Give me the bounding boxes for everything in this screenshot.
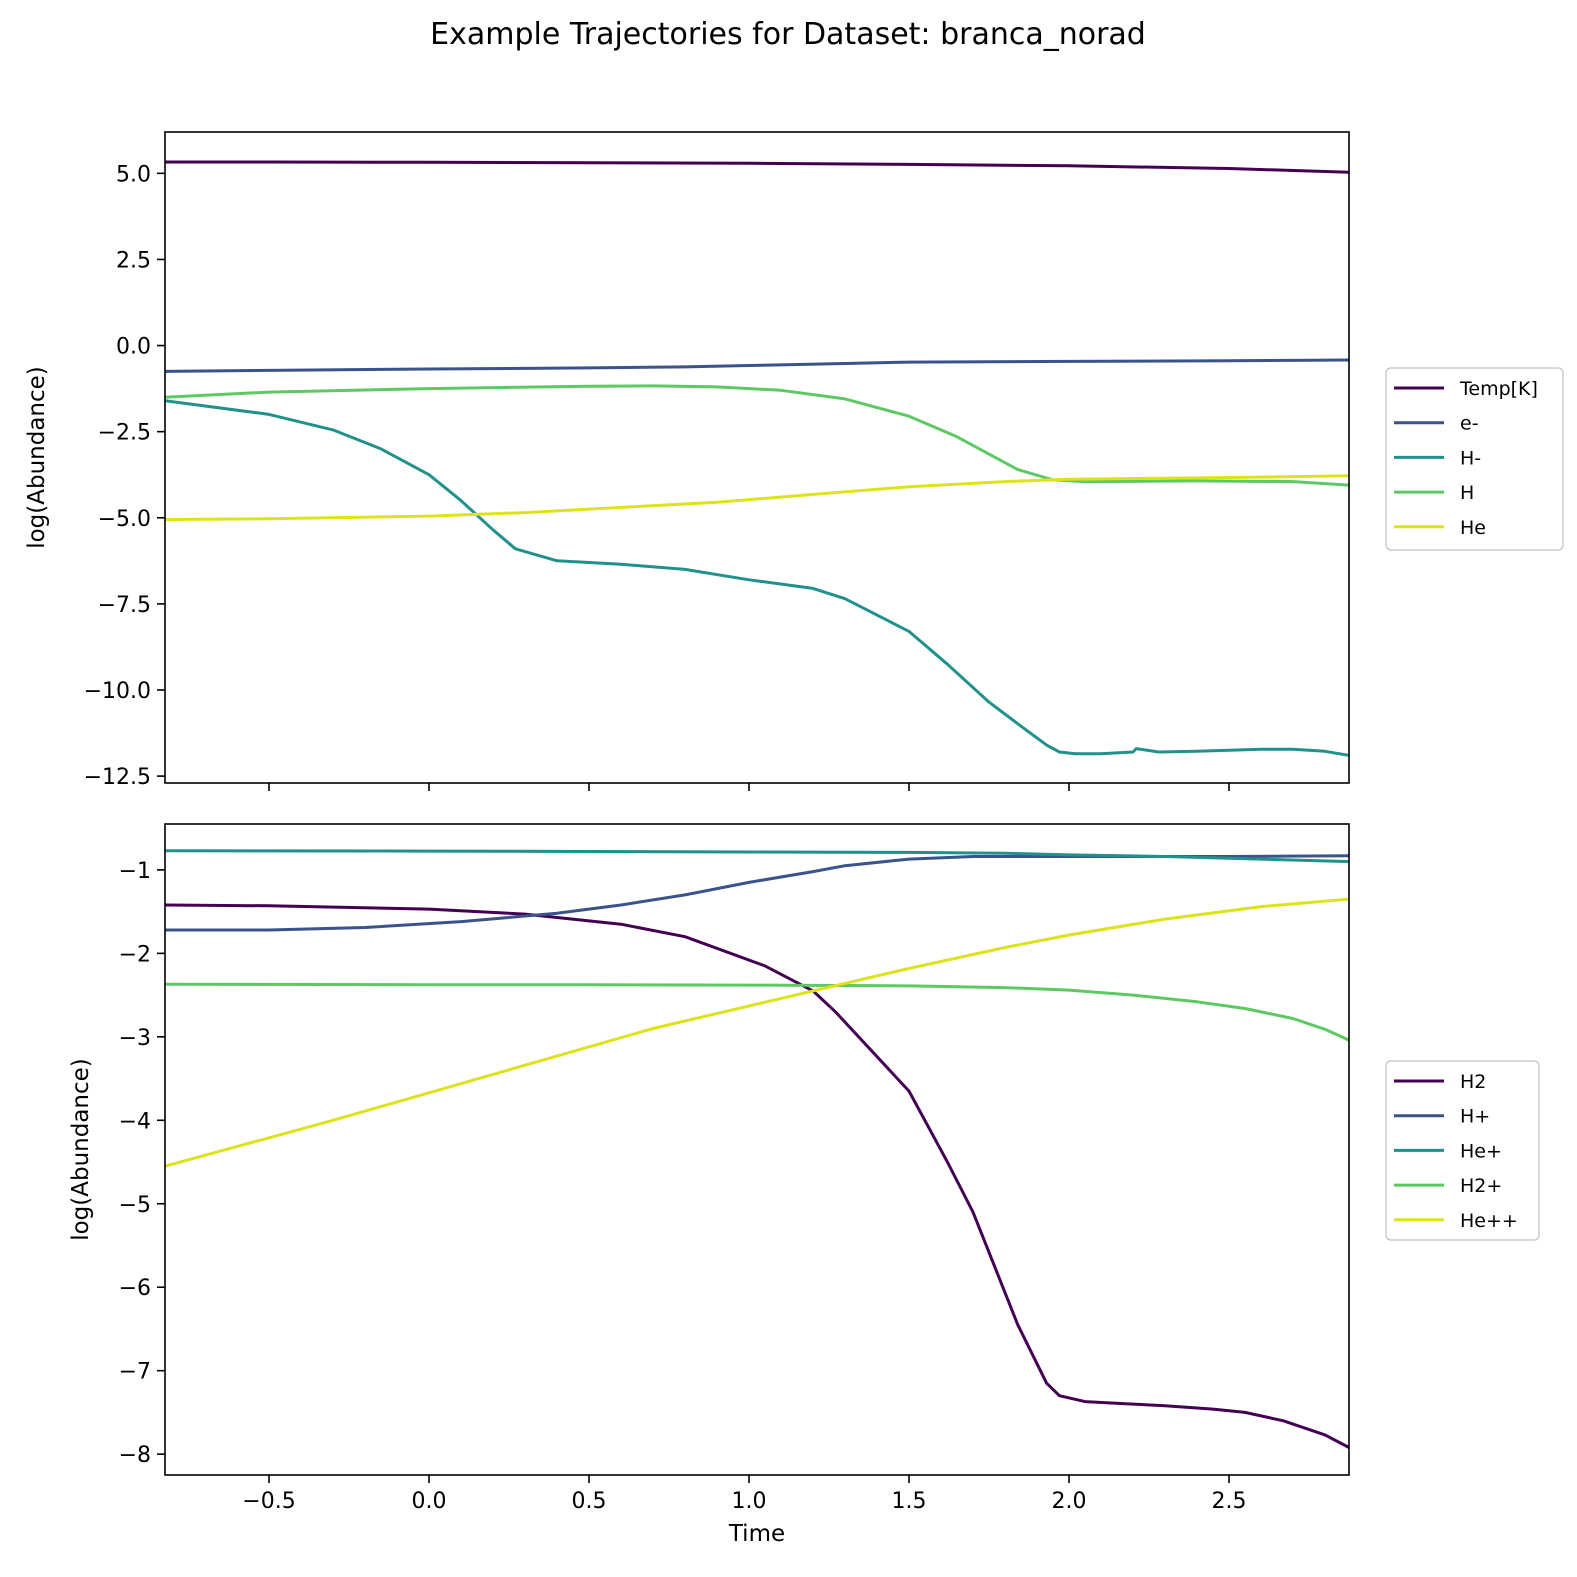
series-line-H <box>165 384 1349 487</box>
legend-label-He: He <box>1460 517 1486 539</box>
legend-label-H: H <box>1460 482 1474 504</box>
y-tick-label: −7 <box>119 1360 151 1385</box>
x-tick-label: 1.0 <box>732 1489 767 1514</box>
axes-frame <box>164 131 1350 784</box>
series-line-Temp[K] <box>165 160 1349 174</box>
y-tick-label: −2.5 <box>98 421 151 446</box>
series-line-H2 <box>165 903 1349 1450</box>
legend: H2 H+ He+ H2+ He++ <box>1385 1060 1540 1241</box>
legend-label-H2+: H2+ <box>1460 1175 1502 1197</box>
legend-label-Temp[K]: Temp[K] <box>1459 378 1538 400</box>
x-tick-label: −0.5 <box>242 1489 295 1514</box>
series-line-He <box>165 474 1349 522</box>
series-line-He+ <box>165 849 1349 864</box>
figure-title: Example Trajectories for Dataset: branca… <box>430 17 1146 52</box>
x-tick-label: 0.5 <box>572 1489 607 1514</box>
chart-panel-1: 5.0 2.5 0.0 −2.5 −5.0 −7.5 −10.0 −12.5 log(Abund… <box>24 131 1564 791</box>
legend: Temp[K] e- H- H He <box>1385 367 1564 551</box>
legend-label-He+: He+ <box>1460 1140 1502 1162</box>
y-tick-label: −4 <box>119 1109 151 1134</box>
x-tick-label: 2.5 <box>1212 1489 1247 1514</box>
series-line-H2+ <box>165 982 1349 1042</box>
x-tick-label: 2.0 <box>1052 1489 1087 1514</box>
y-tick-label: 5.0 <box>116 162 151 187</box>
x-tick-label: 1.5 <box>892 1489 927 1514</box>
y-axis-label: log(Abundance) <box>24 366 50 549</box>
y-tick-label: 2.5 <box>116 248 151 273</box>
chart-panel-2: −0.5 0.0 0.5 1.0 1.5 2.0 2.5 −1 −2 −3 −4 −5 −6 −7 −8 lo… <box>68 823 1540 1547</box>
series-line-e- <box>165 358 1349 373</box>
series-line-H+ <box>165 854 1349 932</box>
legend-label-He++: He++ <box>1460 1210 1518 1232</box>
legend-label-H+: H+ <box>1460 1106 1490 1128</box>
legend-box <box>1385 367 1564 551</box>
legend-box <box>1385 1060 1540 1241</box>
y-tick-label: −5 <box>119 1193 151 1218</box>
x-tick-label: 0.0 <box>412 1489 447 1514</box>
y-tick-label: −5.0 <box>98 507 151 532</box>
y-tick-label: −10.0 <box>84 679 151 704</box>
series-group <box>165 849 1349 1450</box>
y-tick-label: 0.0 <box>116 335 151 360</box>
y-tick-label: −7.5 <box>98 593 151 618</box>
y-tick-label: −2 <box>119 942 151 967</box>
y-tick-label: −3 <box>119 1026 151 1051</box>
legend-label-H2: H2 <box>1460 1071 1486 1093</box>
x-axis-label: Time <box>728 1521 785 1547</box>
y-tick-label: −1 <box>119 859 151 884</box>
series-line-He++ <box>165 897 1349 1168</box>
series-line-H- <box>165 399 1349 757</box>
y-axis-label: log(Abundance) <box>68 1058 94 1241</box>
y-tick-label: −8 <box>119 1443 151 1468</box>
series-group <box>165 160 1349 757</box>
legend-label-H-: H- <box>1460 447 1481 469</box>
chart-panels: 5.02.50.0−2.5−5.0−7.5−10.0−12.5log(Abund… <box>24 131 1564 1547</box>
legend-label-e-: e- <box>1460 413 1479 435</box>
axes-frame <box>164 823 1350 1476</box>
y-tick-label: −12.5 <box>84 765 151 790</box>
y-tick-label: −6 <box>119 1276 151 1301</box>
